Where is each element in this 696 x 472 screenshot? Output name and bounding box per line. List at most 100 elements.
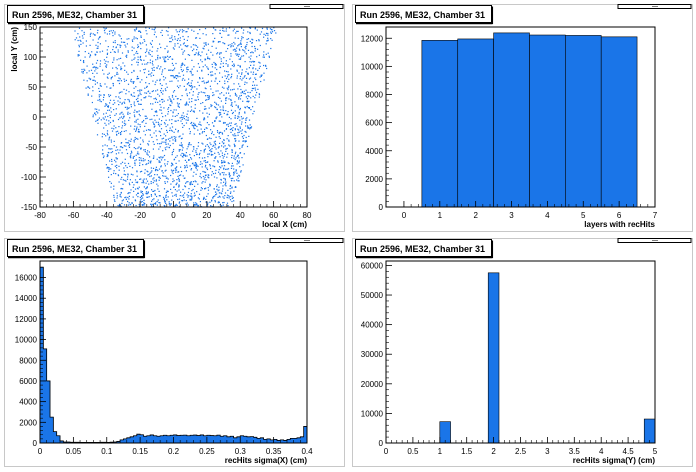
- hit-point: [92, 79, 94, 81]
- hit-point: [235, 151, 237, 153]
- hit-point: [188, 84, 190, 86]
- hit-point: [246, 38, 248, 40]
- hit-point: [182, 194, 185, 196]
- hit-point: [198, 66, 201, 68]
- hit-point: [217, 147, 219, 149]
- hit-point: [111, 130, 114, 132]
- y-tick-label: 40000: [361, 321, 384, 330]
- hit-point: [210, 151, 212, 153]
- hit-point: [157, 169, 159, 172]
- hit-point: [182, 112, 184, 114]
- hit-point: [192, 125, 194, 127]
- hit-point: [227, 48, 229, 50]
- hit-point: [244, 61, 246, 63]
- hit-point: [208, 153, 210, 155]
- hit-point: [164, 201, 166, 203]
- hit-point: [267, 37, 269, 39]
- hit-point: [158, 176, 160, 178]
- hit-point: [128, 195, 130, 197]
- x-tick-label: 0.2: [168, 447, 180, 456]
- hit-point: [154, 83, 156, 86]
- histogram-bin: [43, 348, 47, 443]
- hit-point: [109, 136, 111, 138]
- hit-point: [206, 138, 208, 140]
- hit-point: [129, 204, 131, 206]
- hit-point: [121, 91, 123, 93]
- hit-point: [156, 174, 158, 176]
- hit-point: [211, 200, 213, 202]
- hit-point: [203, 151, 205, 153]
- hit-point: [219, 166, 221, 168]
- hit-point: [231, 64, 233, 67]
- hit-point: [193, 195, 195, 197]
- hit-point: [220, 100, 222, 102]
- hit-point: [189, 165, 191, 167]
- hit-point: [228, 78, 230, 80]
- hit-point: [206, 144, 208, 146]
- hit-point: [234, 117, 236, 119]
- bar: [457, 38, 494, 207]
- hit-point: [154, 111, 156, 113]
- x-tick-label: 0.4: [301, 447, 313, 456]
- hit-point: [146, 170, 148, 172]
- hit-point: [209, 164, 211, 166]
- hit-point: [118, 96, 120, 98]
- y-tick-label: -50: [25, 143, 37, 152]
- hit-point: [230, 53, 232, 55]
- hit-point: [124, 158, 126, 160]
- hit-point: [221, 205, 223, 207]
- hit-point: [106, 130, 109, 132]
- hit-point: [197, 205, 199, 207]
- hit-point: [204, 59, 206, 61]
- hit-point: [234, 133, 236, 135]
- hit-point: [229, 145, 231, 147]
- hit-point: [134, 200, 137, 202]
- hit-point: [131, 202, 133, 204]
- hit-point: [195, 37, 197, 39]
- hit-point: [119, 35, 121, 37]
- hit-point: [256, 56, 258, 58]
- hit-point: [219, 41, 221, 43]
- hit-point: [187, 110, 189, 112]
- hit-point: [141, 204, 143, 206]
- hit-point: [243, 92, 245, 95]
- hit-point: [149, 54, 151, 56]
- hit-point: [218, 169, 220, 171]
- hit-point: [242, 49, 244, 51]
- hit-point: [165, 191, 167, 194]
- hit-point: [147, 160, 150, 162]
- hit-point: [232, 197, 234, 199]
- hit-point: [182, 175, 184, 177]
- chart-panel-1: -80 -60 -40 -20 0 20 40 60 80-150-100-5005010015…: [4, 4, 345, 232]
- hit-point: [206, 112, 208, 114]
- hit-point: [262, 56, 264, 58]
- hit-point: [171, 192, 173, 194]
- hit-point: [220, 52, 222, 54]
- hit-point: [158, 195, 160, 197]
- hit-point: [80, 40, 82, 42]
- hit-point: [259, 33, 261, 35]
- hit-point: [209, 58, 211, 60]
- histogram-bin: [196, 435, 201, 443]
- hit-point: [207, 57, 209, 60]
- hit-point: [210, 137, 212, 140]
- hit-point: [77, 55, 79, 57]
- hit-point: [197, 54, 199, 56]
- hit-point: [123, 130, 125, 132]
- hit-point: [204, 28, 207, 30]
- histogram-bin: [166, 435, 171, 443]
- hit-point: [149, 156, 151, 158]
- hit-point: [89, 78, 91, 81]
- hit-point: [234, 145, 236, 148]
- hit-point: [138, 113, 140, 115]
- hit-point: [239, 119, 241, 121]
- hit-point: [246, 105, 248, 108]
- hit-point: [114, 51, 116, 53]
- hit-point: [211, 131, 213, 133]
- hit-point: [254, 45, 256, 48]
- hit-point: [185, 152, 187, 154]
- hit-point: [103, 27, 105, 29]
- hit-point: [96, 59, 99, 62]
- hit-point: [97, 45, 99, 47]
- hit-point: [234, 128, 236, 130]
